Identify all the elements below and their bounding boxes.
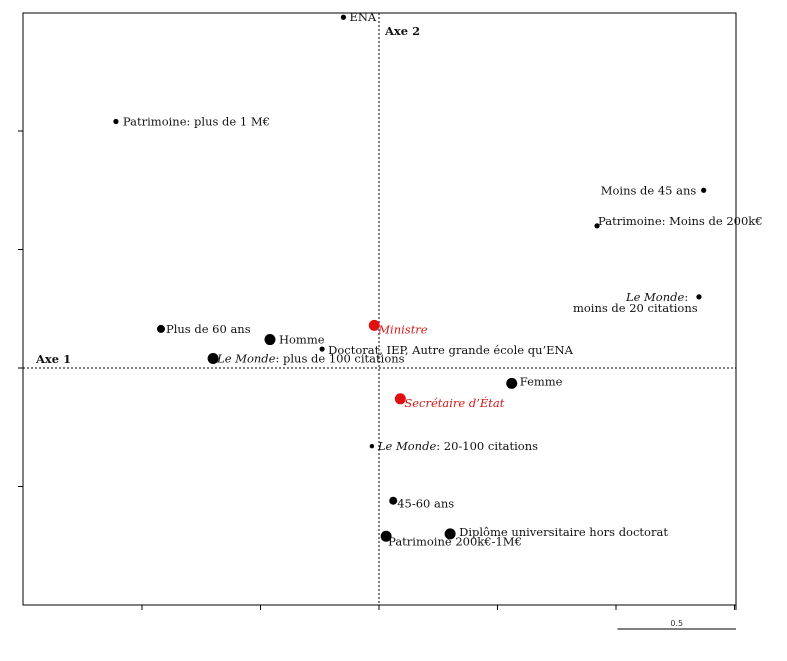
point-label-patrimoine-1m: Patrimoine: plus de 1 M€ (123, 115, 270, 129)
point-label-doctorat: Doctorat, IEP, Autre grande école qu’ENA (328, 343, 573, 357)
point-label-secretaire: Secrétaire d’État (404, 396, 504, 410)
axis-1-title: Axe 1 (35, 352, 71, 366)
data-point-patrimoine-200k (594, 223, 600, 229)
axis-2-title: Axe 2 (384, 24, 420, 38)
point-label-femme: Femme (520, 374, 563, 388)
point-label-ministre: Ministre (377, 322, 428, 336)
scale-bar-label: 0.5 (670, 619, 683, 628)
point-label-patrimoine-200k: Patrimoine: Moins de 200k€ (598, 214, 763, 228)
axis-ticks (18, 130, 737, 610)
point-label-plus-60: Plus de 60 ans (166, 322, 251, 336)
point-label-patrimoine-200k-1m: Patrimoine 200k€-1M€ (388, 534, 522, 548)
data-point-lemonde-moins20 (696, 294, 702, 300)
data-point-lemonde-20-100 (369, 444, 375, 449)
point-label-moins-45: Moins de 45 ans (601, 183, 697, 197)
data-point-ena (340, 14, 347, 20)
data-point-femme (506, 377, 518, 389)
data-point-ministre (368, 319, 380, 331)
point-label-age-45-60: 45-60 ans (397, 497, 454, 511)
point-label-lemonde-plus100: Le Monde: plus de 100 citations (216, 352, 405, 366)
data-point-age-45-60 (389, 496, 398, 505)
data-point-secretaire (394, 393, 406, 405)
data-point-plus-60 (156, 324, 165, 333)
data-point-patrimoine-1m (113, 118, 119, 125)
data-point-lemonde-plus100 (207, 353, 219, 365)
point-label-lemonde-moins20: Le Monde: (625, 290, 688, 304)
data-point-homme (264, 334, 276, 346)
point-label-diplome-univ: Diplôme universitaire hors doctorat (459, 525, 668, 539)
data-points (113, 14, 707, 542)
data-point-patrimoine-200k-1m (380, 530, 392, 542)
point-label-lemonde-moins20-line2: moins de 20 citations (573, 301, 698, 315)
data-point-doctorat (319, 346, 325, 352)
data-point-moins-45 (701, 187, 707, 193)
point-label-homme: Homme (279, 333, 325, 347)
point-label-lemonde-20-100: Le Monde: 20-100 citations (377, 439, 538, 453)
point-label-ena: ENA (349, 10, 376, 24)
data-point-diplome-univ (444, 528, 456, 540)
point-labels: ENA Patrimoine: plus de 1 M€ Moins de 45 a… (123, 10, 763, 548)
